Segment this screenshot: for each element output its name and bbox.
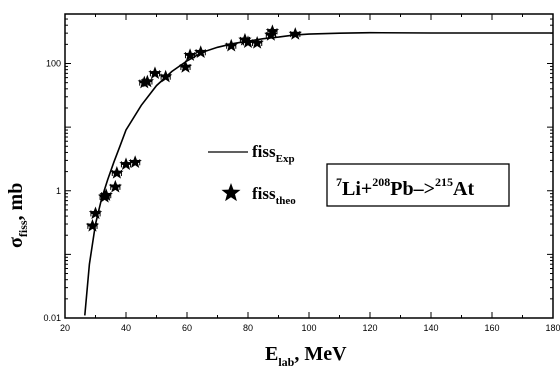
x-tick-labels: 20 40 60 80 100 120 140 160 180: [60, 323, 560, 333]
data-point: [224, 38, 238, 52]
reaction-a1: 7: [336, 175, 342, 189]
star-marker: [241, 35, 255, 49]
y-tick-labels: 0.01 1 100: [43, 59, 61, 323]
plot-frame: [64, 13, 554, 319]
reaction-annotation: 7Li+208Pb–>215At: [326, 163, 510, 207]
reaction-annotation-box: [326, 163, 510, 207]
reaction-t2: Pb–>: [390, 178, 435, 200]
data-point: [128, 155, 142, 168]
y-axis-title: σfiss, mb: [5, 183, 30, 248]
x-tick-label: 120: [362, 323, 377, 333]
legend-line-sub: Exp: [276, 153, 295, 165]
data-points-layer: [85, 24, 302, 232]
x-tick-label: 40: [121, 323, 131, 333]
star-marker: [238, 32, 252, 46]
x-axis-title-sub: lab: [278, 355, 294, 369]
star-marker: [108, 179, 122, 193]
star-marker: [250, 36, 264, 49]
star-marker: [110, 166, 124, 179]
x-tick-label: 180: [545, 323, 560, 333]
x-tick-label: 160: [484, 323, 499, 333]
star-marker: [178, 60, 193, 73]
y-axis-title-main: σ: [5, 237, 27, 248]
y-tick-label: 0.01: [43, 313, 61, 323]
star-marker: [85, 218, 100, 232]
star-marker: [99, 188, 113, 201]
data-point: [108, 179, 122, 193]
x-axis-title-rest: , MeV: [294, 343, 347, 365]
star-marker: [194, 45, 208, 58]
reaction-t1: Li+: [342, 178, 372, 200]
data-point: [140, 74, 155, 88]
legend-star-main: fiss: [252, 184, 276, 203]
x-tick-label: 20: [60, 323, 70, 333]
data-point: [194, 45, 208, 58]
star-marker: [224, 38, 238, 52]
legend-star-icon: [221, 183, 241, 202]
y-axis-title-sub: fiss: [16, 220, 30, 237]
legend-line-label: fissExp: [252, 142, 295, 165]
legend-line-main: fiss: [252, 142, 276, 161]
star-marker: [148, 66, 162, 80]
reaction-t3: At: [453, 178, 474, 200]
data-point: [265, 24, 280, 38]
star-marker: [88, 206, 103, 220]
data-point: [88, 206, 103, 220]
star-marker: [288, 27, 302, 40]
data-point: [148, 66, 162, 80]
reaction-a2: 208: [372, 175, 390, 189]
star-marker: [265, 24, 280, 38]
star-marker: [119, 157, 133, 171]
x-tick-label: 60: [182, 323, 192, 333]
legend-star-label: fisstheo: [252, 184, 296, 207]
x-tick-label: 100: [301, 323, 316, 333]
data-point: [178, 60, 193, 73]
star-marker: [140, 74, 155, 88]
legend: fissExp fisstheo: [208, 142, 296, 207]
data-point: [110, 166, 124, 179]
star-marker: [128, 155, 142, 168]
y-tick-label: 1: [56, 186, 61, 196]
y-axis-title-rest: , mb: [5, 183, 27, 221]
data-point: [183, 48, 197, 61]
x-tick-label: 80: [243, 323, 253, 333]
data-point: [85, 218, 100, 232]
data-point: [158, 69, 173, 83]
x-axis-title: Elab, MeV: [265, 343, 347, 369]
star-marker: [183, 48, 197, 61]
reaction-a3: 215: [435, 175, 453, 189]
x-axis-title-main: E: [265, 343, 278, 365]
x-tick-label: 140: [423, 323, 438, 333]
star-marker: [158, 69, 173, 83]
data-point: [288, 27, 302, 40]
reaction-annotation-text: 7Li+208Pb–>215At: [336, 175, 474, 200]
data-point: [250, 36, 264, 49]
legend-star-sub: theo: [276, 195, 297, 207]
y-tick-label: 100: [46, 59, 61, 69]
data-point: [99, 188, 113, 201]
